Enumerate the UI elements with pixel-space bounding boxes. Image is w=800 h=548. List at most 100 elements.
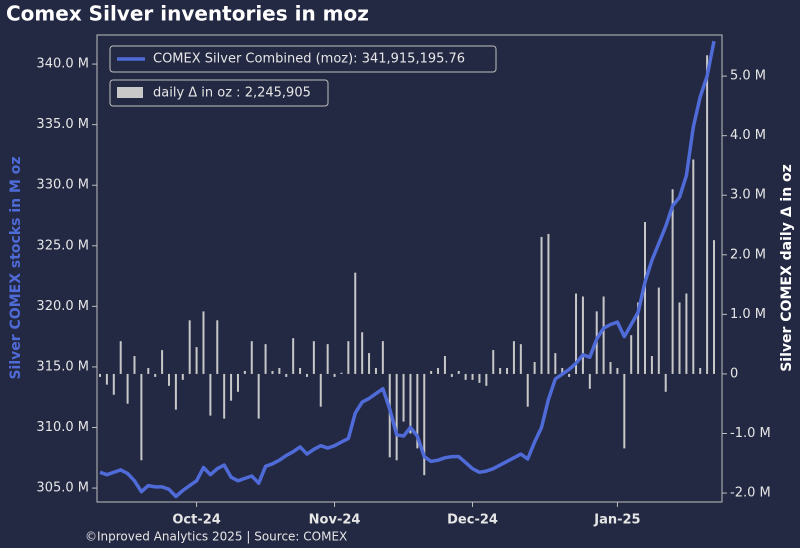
bar (209, 373, 212, 416)
bar (575, 293, 578, 374)
bar (492, 350, 495, 374)
y-tick-label: 325.0 M (36, 238, 89, 253)
y-tick-label: 340.0 M (36, 57, 89, 72)
bar (161, 350, 164, 374)
legend-box (109, 45, 497, 73)
bar (526, 373, 529, 407)
y2-tick-label: 3.0 M (730, 188, 766, 203)
y-axis-label: Silver COMEX stocks in M oz (8, 156, 24, 379)
bar (167, 373, 170, 386)
y-tick-label: 335.0 M (36, 117, 89, 132)
bar (443, 356, 446, 374)
bar (699, 367, 702, 374)
bar (547, 233, 550, 374)
bar (692, 159, 695, 374)
bar (540, 236, 543, 374)
bar (678, 302, 681, 374)
x-tick-label: Dec-24 (447, 513, 498, 528)
bar (478, 373, 481, 383)
bar (126, 373, 129, 404)
bar (333, 373, 336, 377)
bar (623, 373, 626, 449)
bar (181, 373, 184, 380)
bar (706, 55, 709, 374)
bar (243, 370, 246, 374)
y2-tick-label: 0 (730, 366, 738, 381)
bar (450, 373, 453, 377)
bar (402, 373, 405, 422)
bar (312, 341, 315, 374)
bar (506, 367, 509, 374)
bar (609, 362, 612, 374)
bar (423, 373, 426, 476)
bar (223, 373, 226, 419)
bar (554, 353, 557, 374)
bar (650, 356, 653, 374)
bar (216, 320, 219, 374)
y-tick-label: 310.0 M (36, 420, 89, 435)
y2-tick-label: -1.0 M (730, 426, 771, 441)
bar (278, 367, 281, 374)
bar (264, 344, 267, 374)
bar (637, 302, 640, 374)
bar (112, 373, 115, 395)
legend-label: daily Δ in oz : 2,245,905 (153, 86, 311, 101)
bar (305, 373, 308, 377)
bar (230, 373, 233, 401)
bar (630, 335, 633, 374)
bar (685, 293, 688, 374)
bar (471, 373, 474, 380)
bar (340, 372, 343, 374)
bar (588, 373, 591, 389)
bar (147, 367, 150, 374)
legend-box (109, 79, 329, 107)
chart-title: Comex Silver inventories in moz (6, 2, 369, 26)
y2-tick-label: 5.0 M (730, 69, 766, 84)
bar (285, 373, 288, 377)
bar (236, 373, 239, 392)
x-tick-label: Jan-25 (593, 513, 640, 528)
bar (368, 353, 371, 374)
y2-tick-label: 1.0 M (730, 307, 766, 322)
bar (519, 344, 522, 374)
bar (140, 373, 143, 461)
bar (561, 367, 564, 374)
bar (299, 367, 302, 374)
bar (464, 373, 467, 380)
bar (347, 341, 350, 374)
bar (533, 362, 536, 374)
y2-tick-label: 4.0 M (730, 128, 766, 143)
legend-item: COMEX Silver Combined (moz): 341,915,195… (109, 45, 497, 73)
bar (319, 373, 322, 407)
bar (568, 373, 571, 377)
legend-label: COMEX Silver Combined (moz): 341,915,195… (153, 52, 465, 67)
bar (202, 311, 205, 374)
bar (437, 367, 440, 374)
bar (188, 320, 191, 374)
bar (154, 373, 157, 377)
legend-item: daily Δ in oz : 2,245,905 (109, 79, 329, 107)
y-tick-label: 315.0 M (36, 359, 89, 374)
bar (374, 367, 377, 374)
bar (713, 240, 715, 374)
bar (671, 189, 674, 374)
bar (326, 344, 329, 374)
bar (499, 367, 502, 374)
bar (512, 341, 515, 374)
y2-tick-label: 2.0 M (730, 247, 766, 262)
y-tick-label: 305.0 M (36, 481, 89, 496)
bar (250, 341, 253, 374)
plot-frame (96, 34, 723, 503)
bar (457, 370, 460, 374)
y2-tick-label: -2.0 M (730, 486, 771, 501)
bar (99, 373, 101, 377)
bar (292, 338, 295, 374)
bar (644, 222, 647, 374)
bar (409, 373, 412, 434)
footer: ©Inproved Analytics 2025 | Source: COMEX (85, 530, 347, 544)
bar (657, 287, 660, 374)
bar (105, 373, 108, 385)
y-tick-label: 320.0 M (36, 299, 89, 314)
bar (581, 296, 584, 374)
bar (119, 341, 122, 374)
